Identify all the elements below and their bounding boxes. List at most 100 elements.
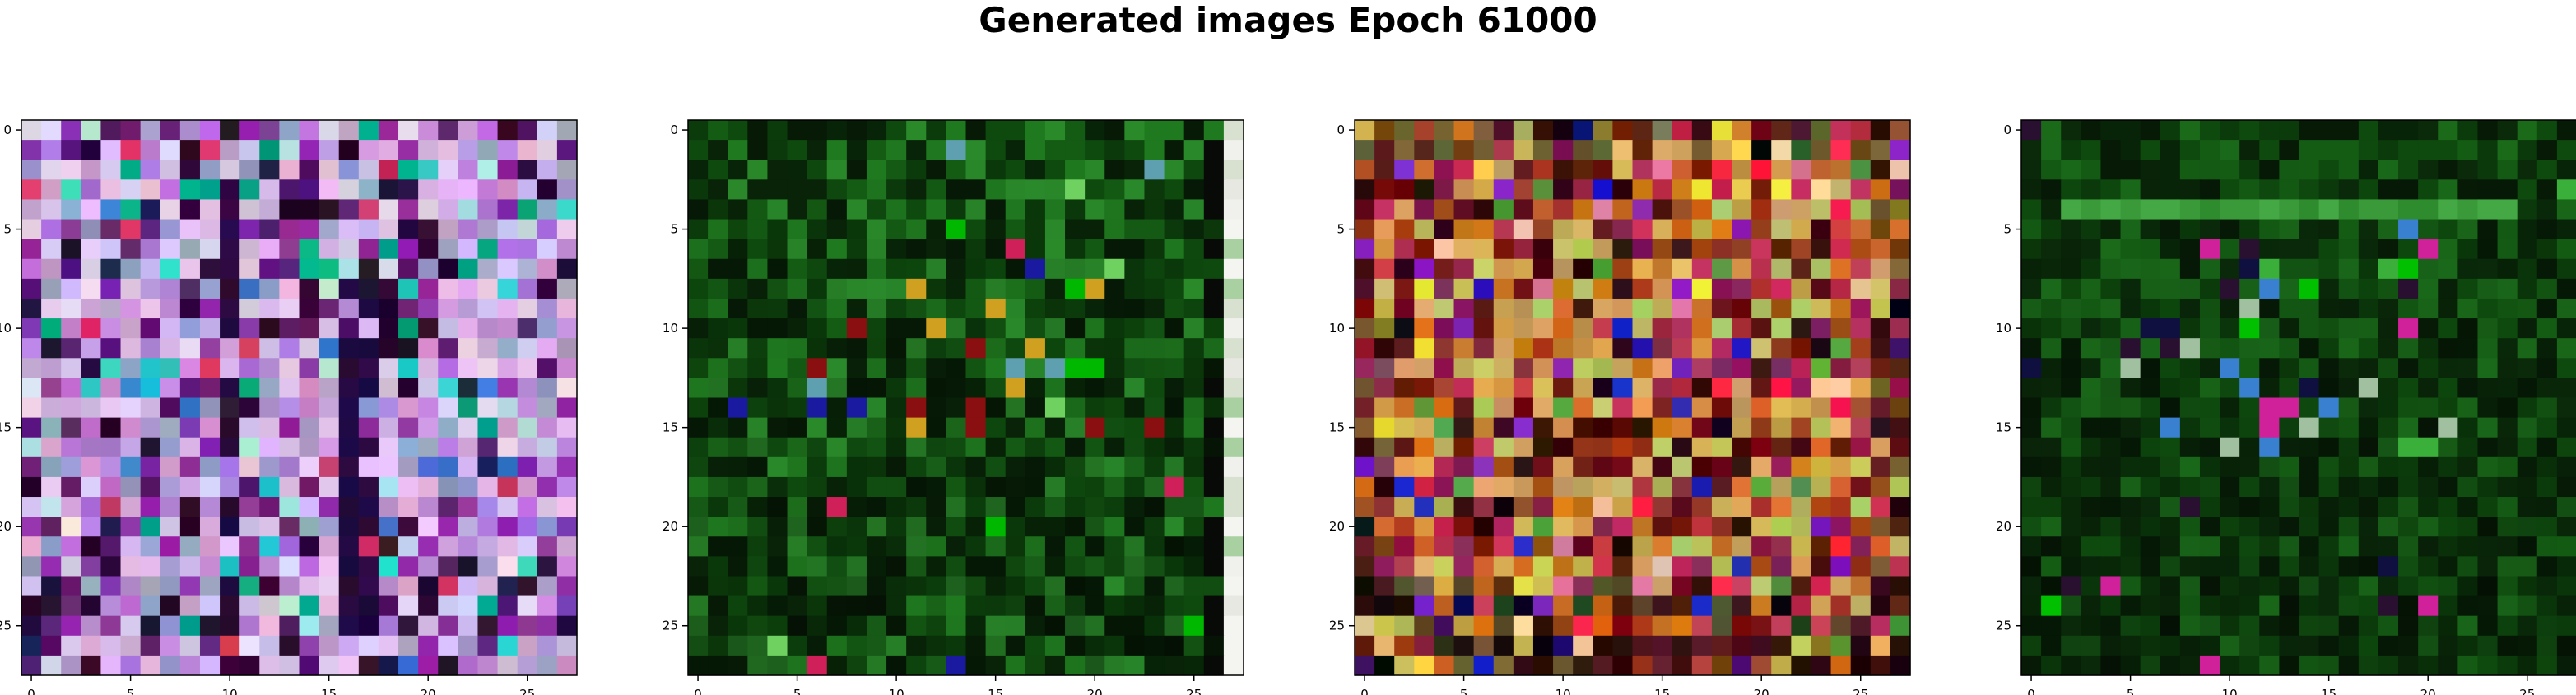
pixel-cell — [1632, 497, 1653, 517]
pixel-cell — [477, 278, 499, 299]
pixel-cell — [2220, 160, 2240, 180]
pixel-cell — [160, 456, 181, 478]
pixel-cell — [926, 615, 946, 637]
pixel-cell — [2457, 635, 2479, 656]
pixel-cell — [537, 258, 558, 280]
pixel-cell — [2378, 140, 2399, 160]
pixel-cell — [787, 378, 808, 399]
pixel-cell — [2497, 417, 2518, 438]
pixel-cell — [120, 140, 142, 160]
pixel-cell — [708, 298, 728, 319]
x-tick-label: 15 — [321, 687, 337, 695]
x-tick-label: 0 — [694, 687, 702, 695]
pixel-cell — [1065, 258, 1086, 280]
pixel-cell — [259, 576, 280, 597]
pixel-cell — [886, 417, 907, 438]
pixel-cell — [2239, 298, 2260, 319]
pixel-cell — [2041, 338, 2062, 359]
pixel-cell — [1811, 497, 1832, 517]
pixel-cell — [2100, 517, 2122, 537]
pixel-cell — [2418, 497, 2439, 517]
pixel-cell — [458, 160, 479, 180]
pixel-cell — [1355, 338, 1375, 359]
pixel-cell — [1434, 378, 1455, 399]
pixel-cell — [1025, 318, 1046, 339]
pixel-cell — [1183, 219, 1205, 240]
pixel-cell — [1044, 655, 1066, 676]
pixel-cell — [259, 476, 280, 498]
pixel-cell — [1612, 615, 1634, 637]
pixel-cell — [41, 615, 62, 637]
pixel-cell — [1711, 576, 1732, 597]
pixel-cell — [1183, 318, 1205, 339]
pixel-cell — [2140, 120, 2161, 141]
pixel-cell — [2259, 497, 2280, 517]
panel-2-frame — [687, 119, 1244, 676]
pixel-cell — [199, 160, 221, 180]
pixel-cell — [81, 476, 102, 498]
pixel-cell — [1732, 219, 1752, 240]
pixel-cell — [1890, 615, 1911, 637]
pixel-cell — [688, 358, 709, 378]
pixel-cell — [2220, 635, 2240, 656]
pixel-cell — [2536, 318, 2558, 339]
pixel-cell — [886, 318, 907, 339]
pixel-cell — [398, 397, 419, 419]
pixel-cell — [1005, 140, 1026, 160]
pixel-cell — [1652, 417, 1673, 438]
pixel-cell — [1065, 397, 1086, 419]
pixel-cell — [1203, 378, 1225, 399]
pixel-cell — [1632, 655, 1653, 676]
pixel-cell — [1791, 536, 1812, 557]
pixel-cell — [1124, 476, 1146, 498]
pixel-cell — [497, 615, 518, 637]
pixel-cell — [1453, 278, 1475, 299]
pixel-cell — [2457, 338, 2479, 359]
y-tick-label: 20 — [1996, 519, 2011, 534]
pixel-cell — [100, 635, 122, 656]
pixel-cell — [2160, 298, 2181, 319]
pixel-cell — [438, 595, 458, 617]
pixel-cell — [886, 536, 907, 557]
pixel-cell — [2358, 655, 2379, 676]
pixel-cell — [2239, 615, 2260, 637]
pixel-cell — [2021, 239, 2042, 260]
pixel-cell — [1573, 140, 1593, 160]
pixel-cell — [1612, 378, 1634, 399]
pixel-cell — [1553, 199, 1574, 220]
pixel-cell — [1890, 358, 1911, 378]
pixel-cell — [319, 258, 340, 280]
pixel-cell — [81, 160, 102, 180]
pixel-cell — [2378, 456, 2399, 478]
pixel-cell — [1711, 378, 1732, 399]
pixel-cell — [1394, 397, 1415, 419]
pixel-cell — [239, 576, 260, 597]
pixel-cell — [2517, 199, 2538, 220]
pixel-cell — [1394, 476, 1415, 498]
panel-4-image — [2021, 120, 2576, 676]
pixel-cell — [2061, 417, 2081, 438]
pixel-cell — [1830, 517, 1852, 537]
pixel-cell — [2061, 219, 2081, 240]
pixel-cell — [906, 476, 927, 498]
pixel-cell — [1183, 615, 1205, 637]
pixel-cell — [438, 338, 458, 359]
pixel-cell — [179, 595, 201, 617]
pixel-cell — [378, 437, 399, 458]
pixel-cell — [299, 397, 320, 419]
pixel-cell — [2100, 160, 2122, 180]
pixel-cell — [2140, 358, 2161, 378]
pixel-cell — [1434, 476, 1455, 498]
pixel-cell — [2061, 476, 2081, 498]
pixel-cell — [946, 219, 967, 240]
pixel-cell — [2081, 358, 2102, 378]
pixel-cell — [2220, 318, 2240, 339]
pixel-cell — [2179, 397, 2201, 419]
pixel-cell — [1183, 378, 1205, 399]
pixel-cell — [61, 417, 81, 438]
pixel-cell — [1164, 258, 1185, 280]
pixel-cell — [906, 615, 927, 637]
pixel-cell — [160, 179, 181, 201]
x-tick-label: 15 — [2321, 687, 2337, 695]
